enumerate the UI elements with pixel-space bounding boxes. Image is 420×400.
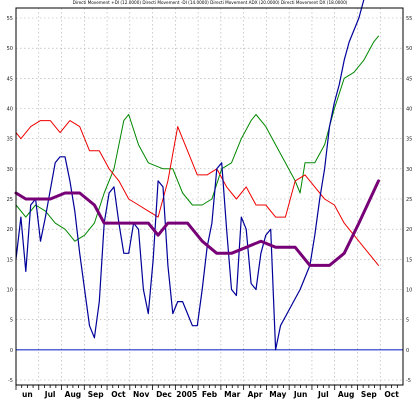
y-axis-left: -5 0 5 10 15 20 25 30 35 40 45 50 55 — [7, 16, 13, 384]
x-tick-label: Apr — [248, 390, 263, 399]
y-tick-label-right: 45 — [406, 76, 412, 82]
y-tick-label-left: 40 — [7, 107, 13, 113]
y-axis-right: -5 0 5 10 15 20 25 30 35 40 45 50 55 — [406, 16, 412, 384]
y-tick-label-right: 30 — [406, 167, 412, 173]
series-lines — [14, 0, 380, 351]
x-tick-label: Aug — [65, 390, 82, 399]
plus-di-line — [15, 35, 379, 242]
y-tick-label-left: 0 — [10, 348, 13, 354]
x-tick-label: Dec — [156, 390, 172, 399]
y-tick-label-left: -5 — [8, 378, 13, 384]
y-tick-label-left: 20 — [7, 227, 13, 233]
y-tick-label-right: 20 — [406, 227, 412, 233]
y-tick-label-right: 40 — [406, 107, 412, 113]
y-tick-label-left: 30 — [7, 167, 13, 173]
adx-line — [14, 179, 380, 267]
y-tick-label-left: 15 — [7, 257, 13, 263]
x-tick-label: Aug — [338, 390, 355, 399]
y-tick-label-left: 10 — [7, 288, 13, 294]
y-tick-label-right: 15 — [406, 257, 412, 263]
x-tick-label: Mar — [224, 390, 241, 399]
dx-line — [15, 0, 365, 351]
x-tick-label: Feb — [202, 390, 218, 399]
y-tick-label-left: 5 — [10, 318, 13, 324]
y-tick-label-right: 10 — [406, 288, 412, 294]
minus-di-line — [15, 120, 379, 266]
x-axis: un Jul Aug Sep Oct Nov Dec 2005 Feb Mar Apr May Jun J… — [15, 385, 399, 399]
x-tick-label: Nov — [133, 390, 149, 399]
y-tick-label-left: 55 — [7, 16, 13, 22]
x-tick-label: un — [22, 390, 33, 399]
y-tick-label-left: 35 — [7, 137, 13, 143]
y-tick-label-left: 50 — [7, 46, 13, 52]
chart-title: Directi Movement +DI (12.0000) Directi M… — [73, 0, 348, 5]
y-tick-label-right: 35 — [406, 137, 412, 143]
y-tick-label-left: 25 — [7, 197, 13, 203]
y-tick-label-right: -5 — [406, 378, 411, 384]
x-tick-label: Oct — [111, 390, 126, 399]
x-tick-label: 2005 — [176, 390, 197, 399]
x-tick-label: Jun — [293, 390, 307, 399]
x-tick-label: Oct — [384, 390, 399, 399]
x-tick-label: Sep — [88, 390, 104, 399]
y-tick-label-left: 45 — [7, 76, 13, 82]
y-tick-label-right: 50 — [406, 46, 412, 52]
y-tick-label-right: 0 — [406, 348, 409, 354]
x-tick-label: May — [269, 390, 286, 399]
y-tick-label-right: 55 — [406, 16, 412, 22]
y-tick-label-right: 25 — [406, 197, 412, 203]
x-tick-label: Jul — [44, 390, 56, 399]
x-tick-label: Sep — [361, 390, 377, 399]
x-tick-label: Jul — [317, 390, 329, 399]
y-tick-label-right: 5 — [406, 318, 409, 324]
